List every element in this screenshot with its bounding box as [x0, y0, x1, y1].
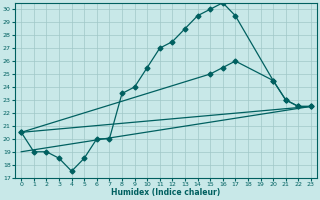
X-axis label: Humidex (Indice chaleur): Humidex (Indice chaleur)	[111, 188, 221, 197]
